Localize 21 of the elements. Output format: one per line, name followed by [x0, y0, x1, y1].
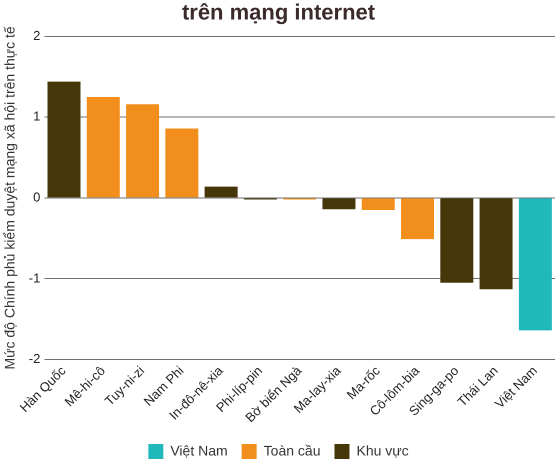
legend-label: Toàn cầu [264, 442, 320, 458]
bar [86, 96, 120, 198]
bar [322, 198, 356, 210]
bar [204, 186, 238, 198]
chart-title: trên mạng internet [182, 0, 376, 24]
y-tick-label: 2 [33, 28, 40, 43]
legend-label: Khu vực [356, 442, 409, 458]
y-tick-label: 0 [33, 190, 40, 205]
bar [48, 82, 80, 198]
bar [440, 198, 474, 283]
legend-label: Việt Nam [170, 442, 228, 458]
bar [401, 198, 434, 240]
y-axis-title: Mức độ Chính phủ kiểm duyệt mạng xã hội trên thực tế [1, 26, 18, 370]
y-tick-label: 1 [33, 108, 40, 124]
bar [362, 198, 395, 210]
bar [126, 104, 160, 198]
y-tick-label: -1 [28, 270, 40, 286]
bar [518, 198, 552, 330]
bar [165, 128, 198, 198]
bar [480, 198, 513, 290]
y-tick-label: -2 [28, 351, 40, 366]
